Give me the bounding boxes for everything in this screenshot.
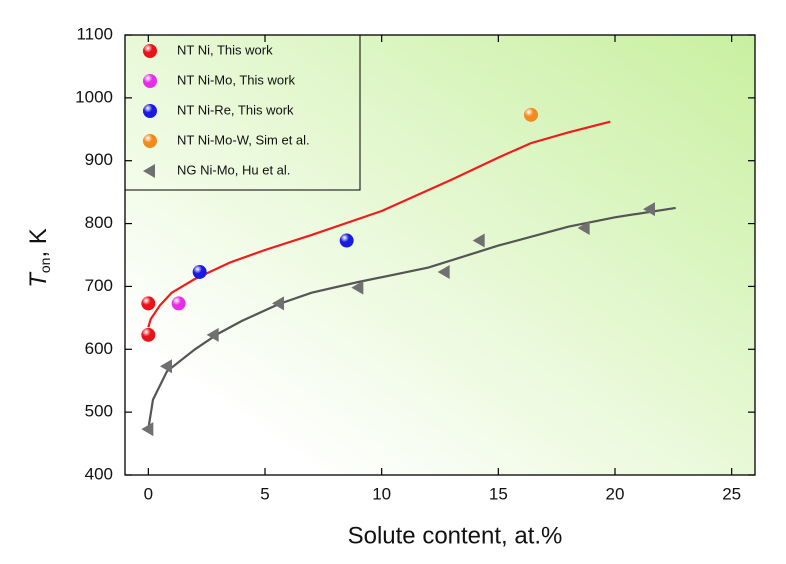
data-point bbox=[272, 296, 284, 311]
legend-marker bbox=[143, 164, 155, 178]
y-axis-title: Ton, K bbox=[25, 228, 52, 288]
legend-label: NT Ni-Mo-W, Sim et al. bbox=[177, 132, 310, 147]
data-point bbox=[437, 264, 450, 279]
data-point bbox=[192, 264, 207, 279]
data-point bbox=[351, 280, 364, 295]
fit-line bbox=[147, 120, 611, 328]
legend-marker bbox=[143, 104, 157, 118]
data-point bbox=[206, 327, 219, 342]
legend-label: NT Ni-Mo, This work bbox=[177, 72, 295, 87]
y-tick-label: 500 bbox=[85, 402, 113, 421]
data-point bbox=[524, 107, 538, 122]
y-axis-title-suffix: , K bbox=[25, 228, 52, 257]
plot-background bbox=[125, 35, 755, 475]
legend-marker bbox=[143, 44, 157, 58]
data-point bbox=[141, 422, 154, 437]
x-tick-label: 10 bbox=[372, 484, 391, 503]
data-point bbox=[141, 296, 156, 311]
y-tick-label: 700 bbox=[85, 276, 113, 295]
legend-marker bbox=[143, 134, 157, 148]
data-point bbox=[339, 233, 354, 248]
x-tick-label: 5 bbox=[260, 484, 269, 503]
legend-marker bbox=[143, 74, 157, 88]
x-tick-label: 0 bbox=[144, 484, 153, 503]
data-point bbox=[171, 296, 186, 311]
y-tick-label: 800 bbox=[85, 213, 113, 232]
data-point bbox=[472, 233, 485, 248]
data-point bbox=[141, 327, 156, 342]
data-point bbox=[577, 220, 590, 235]
y-tick-label: 600 bbox=[85, 339, 113, 358]
y-tick-label: 1000 bbox=[75, 87, 113, 106]
plot-frame bbox=[124, 34, 756, 476]
legend-label: NT Ni, This work bbox=[177, 42, 273, 57]
legend-label: NG Ni-Mo, Hu et al. bbox=[177, 162, 290, 177]
data-point bbox=[643, 202, 655, 217]
x-tick-label: 15 bbox=[489, 484, 508, 503]
y-tick-label: 1100 bbox=[76, 24, 113, 43]
legend-box bbox=[124, 34, 361, 191]
x-tick-label: 20 bbox=[606, 484, 625, 503]
legend: NT Ni, This work NT Ni-Mo, This work NT Ni… bbox=[124, 34, 361, 191]
y-axis-title-sub: on bbox=[37, 258, 53, 274]
x-axis-title: Solute content, at.% bbox=[348, 522, 563, 549]
legend-label: NT Ni-Re, This work bbox=[177, 102, 294, 117]
y-tick-label: 900 bbox=[85, 150, 113, 169]
x-tick-label: 25 bbox=[722, 484, 741, 503]
y-axis-title-main: T bbox=[25, 271, 52, 288]
data-point bbox=[160, 359, 172, 374]
y-tick-label: 400 bbox=[85, 464, 113, 483]
